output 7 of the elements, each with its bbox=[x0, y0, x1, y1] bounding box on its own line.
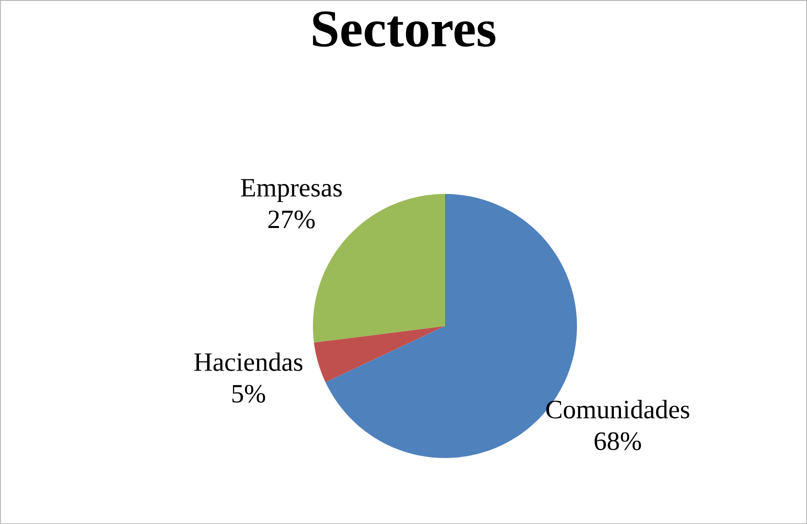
slice-label: Comunidades bbox=[546, 400, 690, 418]
data-label: 5% bbox=[232, 384, 266, 403]
data-label: 27% bbox=[268, 210, 315, 228]
slice-label: Empresas bbox=[240, 179, 342, 202]
chart-title: Sectores bbox=[313, 11, 496, 47]
data-label: 68% bbox=[594, 432, 641, 450]
slice-label: Haciendas bbox=[194, 352, 302, 372]
